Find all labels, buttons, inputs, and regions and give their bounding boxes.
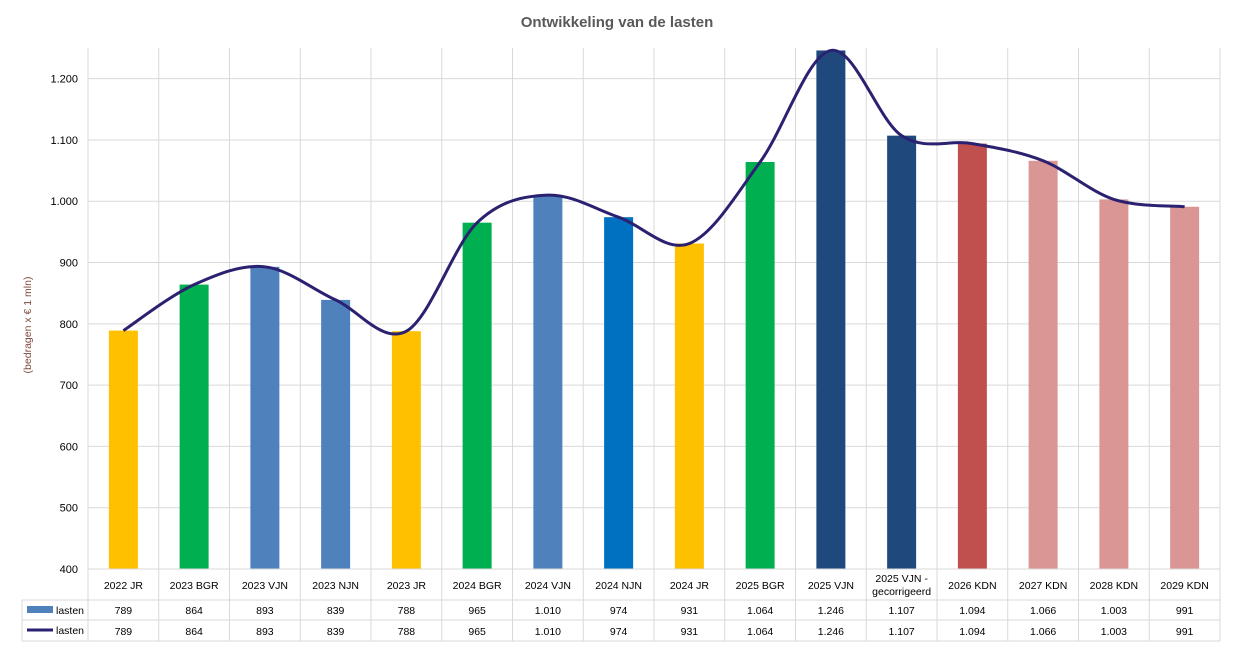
data-label: 991: [1176, 605, 1194, 617]
bar: [674, 243, 704, 569]
legend-bar-swatch: [27, 606, 53, 613]
bar: [321, 299, 351, 569]
data-label: 1.094: [959, 605, 985, 617]
data-label: 1.010: [535, 626, 561, 638]
data-label: 864: [185, 626, 203, 638]
category-label: 2023 VJN: [242, 580, 288, 592]
data-label: 965: [468, 626, 486, 638]
data-label: 965: [468, 605, 486, 617]
bar: [391, 331, 421, 569]
data-label: 1.003: [1101, 626, 1127, 638]
data-label: 789: [115, 626, 133, 638]
category-label: 2025 BGR: [736, 580, 785, 592]
category-label: 2027 KDN: [1019, 580, 1067, 592]
data-label: 893: [256, 626, 274, 638]
data-label: 1.066: [1030, 605, 1056, 617]
data-label: 839: [327, 626, 345, 638]
data-label: 864: [185, 605, 203, 617]
y-tick-label: 1.000: [50, 196, 78, 208]
data-label: 839: [327, 605, 345, 617]
bar: [462, 222, 492, 569]
category-label: 2025 VJN -gecorrigeerd: [872, 573, 931, 598]
data-label: 788: [398, 626, 416, 638]
data-label: 931: [681, 605, 699, 617]
data-label: 1.107: [888, 605, 914, 617]
data-label: 1.094: [959, 626, 985, 638]
y-axis-label: (bedragen x € 1 mln): [22, 277, 34, 374]
y-tick-label: 400: [60, 564, 78, 576]
data-label: 1.246: [818, 626, 844, 638]
bar: [1099, 199, 1129, 569]
y-tick-label: 1.200: [50, 74, 78, 86]
legend-label: lasten: [56, 625, 84, 637]
y-ticks: 400 500 600 700 800 900 1.000 1.100 1.200: [50, 74, 78, 576]
category-label: 2023 BGR: [170, 580, 219, 592]
y-tick-label: 800: [60, 319, 78, 331]
bar: [816, 50, 846, 569]
bar: [250, 266, 280, 569]
chart-title: Ontwikkeling van de lasten: [521, 14, 714, 31]
data-label: 1.003: [1101, 605, 1127, 617]
bar: [179, 284, 209, 569]
category-label: 2023 JR: [387, 580, 427, 592]
data-label: 1.064: [747, 605, 773, 617]
y-tick-label: 500: [60, 503, 78, 515]
bar: [1028, 160, 1058, 569]
bar: [604, 217, 634, 570]
data-table: 2022 JR 789 789 2023 BGR 864 864 2023 VJN 893 89…: [21, 568, 1220, 642]
category-label: 2024 NJN: [595, 580, 642, 592]
data-label: 788: [398, 605, 416, 617]
bars: [108, 50, 1200, 570]
data-label: 893: [256, 605, 274, 617]
data-label: 1.010: [535, 605, 561, 617]
y-tick-label: 900: [60, 258, 78, 270]
category-label: 2024 BGR: [453, 580, 502, 592]
series-line: [122, 48, 1185, 336]
y-tick-label: 700: [60, 380, 78, 392]
data-label: 1.246: [818, 605, 844, 617]
data-label: 1.107: [888, 626, 914, 638]
line-series: [122, 48, 1185, 336]
y-tick-label: 600: [60, 441, 78, 453]
bar: [957, 143, 987, 569]
category-label: 2024 JR: [670, 580, 710, 592]
category-label: 2026 KDN: [948, 580, 996, 592]
category-label: 2028 KDN: [1090, 580, 1138, 592]
data-label: 974: [610, 605, 628, 617]
data-label: 1.066: [1030, 626, 1056, 638]
y-tick-label: 1.100: [50, 135, 78, 147]
category-label: 2022 JR: [104, 580, 144, 592]
bar: [108, 330, 138, 569]
bar: [1170, 206, 1200, 569]
data-label: 789: [115, 605, 133, 617]
bar: [533, 195, 563, 569]
bar: [745, 162, 775, 569]
category-label: 2023 NJN: [312, 580, 359, 592]
data-label: 991: [1176, 626, 1194, 638]
category-label: 2024 VJN: [525, 580, 571, 592]
bar: [887, 135, 917, 570]
grid: [87, 48, 1221, 641]
data-label: 974: [610, 626, 628, 638]
category-label: 2025 VJN: [808, 580, 854, 592]
category-label: 2029 KDN: [1160, 580, 1208, 592]
data-label: 1.064: [747, 626, 773, 638]
legend-label: lasten: [56, 605, 84, 617]
data-label: 931: [681, 626, 699, 638]
